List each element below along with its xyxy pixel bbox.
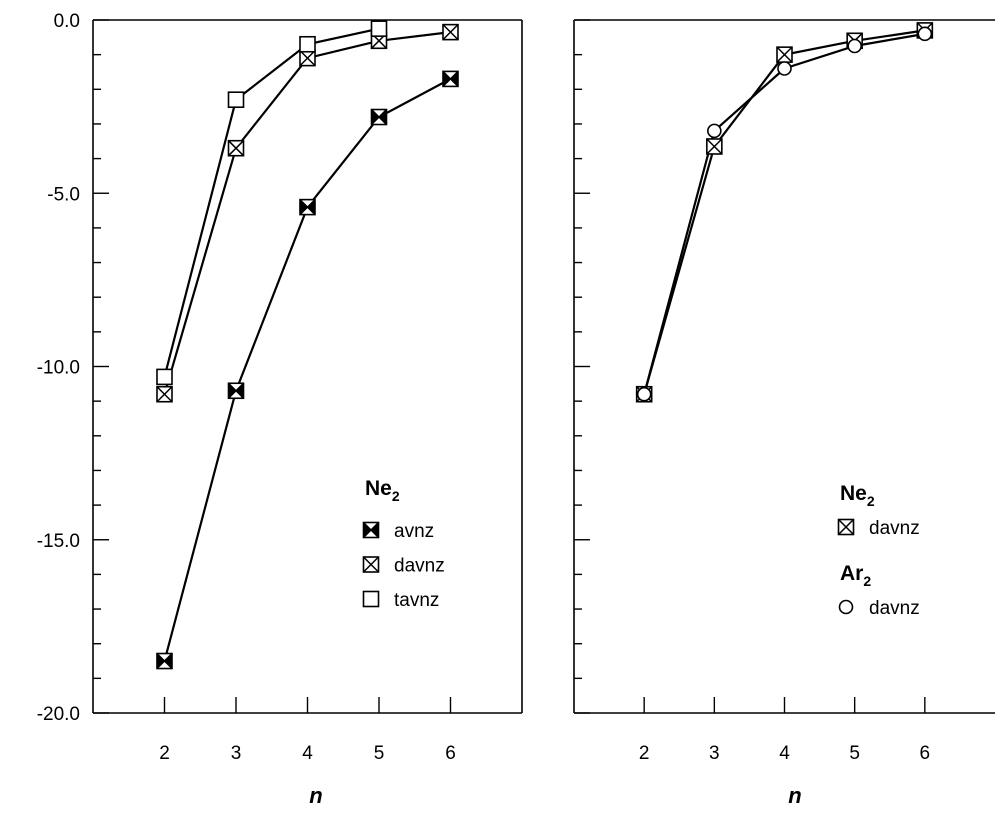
x-tick-label: 2 <box>639 743 650 764</box>
series-line-davnz <box>643 32 926 395</box>
data-point-davnz <box>776 46 793 63</box>
data-point-avnz <box>156 652 173 670</box>
y-tick-label: 0.0 <box>54 11 80 32</box>
data-point-davnz <box>442 23 459 41</box>
legend-label: davnz <box>394 556 445 577</box>
data-point-avnz <box>299 198 316 216</box>
legend-marker <box>838 599 854 615</box>
x-axis-title: n <box>309 783 322 808</box>
data-point-avnz <box>442 70 459 88</box>
data-point-tavnz <box>370 20 388 37</box>
x-tick-label: 4 <box>779 743 790 764</box>
legend-label: davnz <box>869 518 920 539</box>
x-tick-label: 6 <box>920 743 931 764</box>
legend-label: tavnz <box>394 590 439 611</box>
legend-marker <box>362 590 380 608</box>
data-point-davnz <box>227 139 245 157</box>
data-point-avnz <box>227 382 245 400</box>
legend-label: davnz <box>869 598 920 619</box>
y-tick-label: -10.0 <box>37 358 80 379</box>
series-line-tavnz <box>163 27 380 378</box>
x-tick-label: 2 <box>159 743 170 764</box>
legend-marker <box>362 556 380 573</box>
data-point-davnz <box>706 138 723 155</box>
x-tick-label: 4 <box>302 743 313 764</box>
x-tick-label: 6 <box>445 743 456 764</box>
y-tick-label: -15.0 <box>37 531 80 552</box>
y-tick-label: -5.0 <box>47 184 80 205</box>
data-point-avnz <box>370 108 388 126</box>
data-point-davnz <box>707 123 722 139</box>
x-axis-title: n <box>788 783 801 808</box>
x-tick-label: 5 <box>849 743 860 764</box>
legend-marker <box>362 521 380 539</box>
y-tick-label: -20.0 <box>37 704 80 725</box>
data-point-tavnz <box>299 35 316 53</box>
data-point-davnz <box>917 26 933 42</box>
x-tick-label: 3 <box>709 743 720 764</box>
data-point-davnz <box>847 38 862 54</box>
panel-left: 0.0 -5.0 -10.0 -15.0 -20.0 2 3 4 5 6 n Ne2 avnz davnz… <box>37 11 523 808</box>
data-point-tavnz <box>227 91 245 108</box>
data-point-davnz <box>299 49 316 67</box>
data-point-tavnz <box>156 368 173 386</box>
legend-group-title: Ar2 <box>840 562 871 589</box>
legend: Ne2 avnz davnz tavnz <box>362 477 445 611</box>
data-point-davnz <box>777 61 792 76</box>
legend: Ne2 davnz Ar2 davnz <box>837 482 920 619</box>
x-tick-label: 3 <box>231 743 242 764</box>
data-point-davnz <box>156 385 173 403</box>
series-line-davnz <box>643 29 925 395</box>
legend-group-title: Ne2 <box>840 482 875 509</box>
legend-group-title: Ne2 <box>365 477 400 504</box>
legend-marker <box>837 518 855 536</box>
x-tick-label: 5 <box>374 743 385 764</box>
data-point-davnz <box>636 386 652 402</box>
legend-label: avnz <box>394 521 434 542</box>
panel-right: 2 3 4 5 6 n Ne2 davnz Ar2 davnz <box>573 19 995 808</box>
